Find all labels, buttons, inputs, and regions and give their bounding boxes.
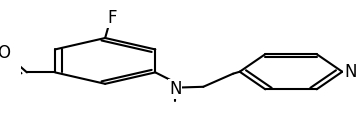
Text: N: N (169, 80, 181, 98)
Text: F: F (107, 9, 116, 27)
Text: O: O (0, 44, 10, 62)
Text: N: N (344, 63, 357, 81)
